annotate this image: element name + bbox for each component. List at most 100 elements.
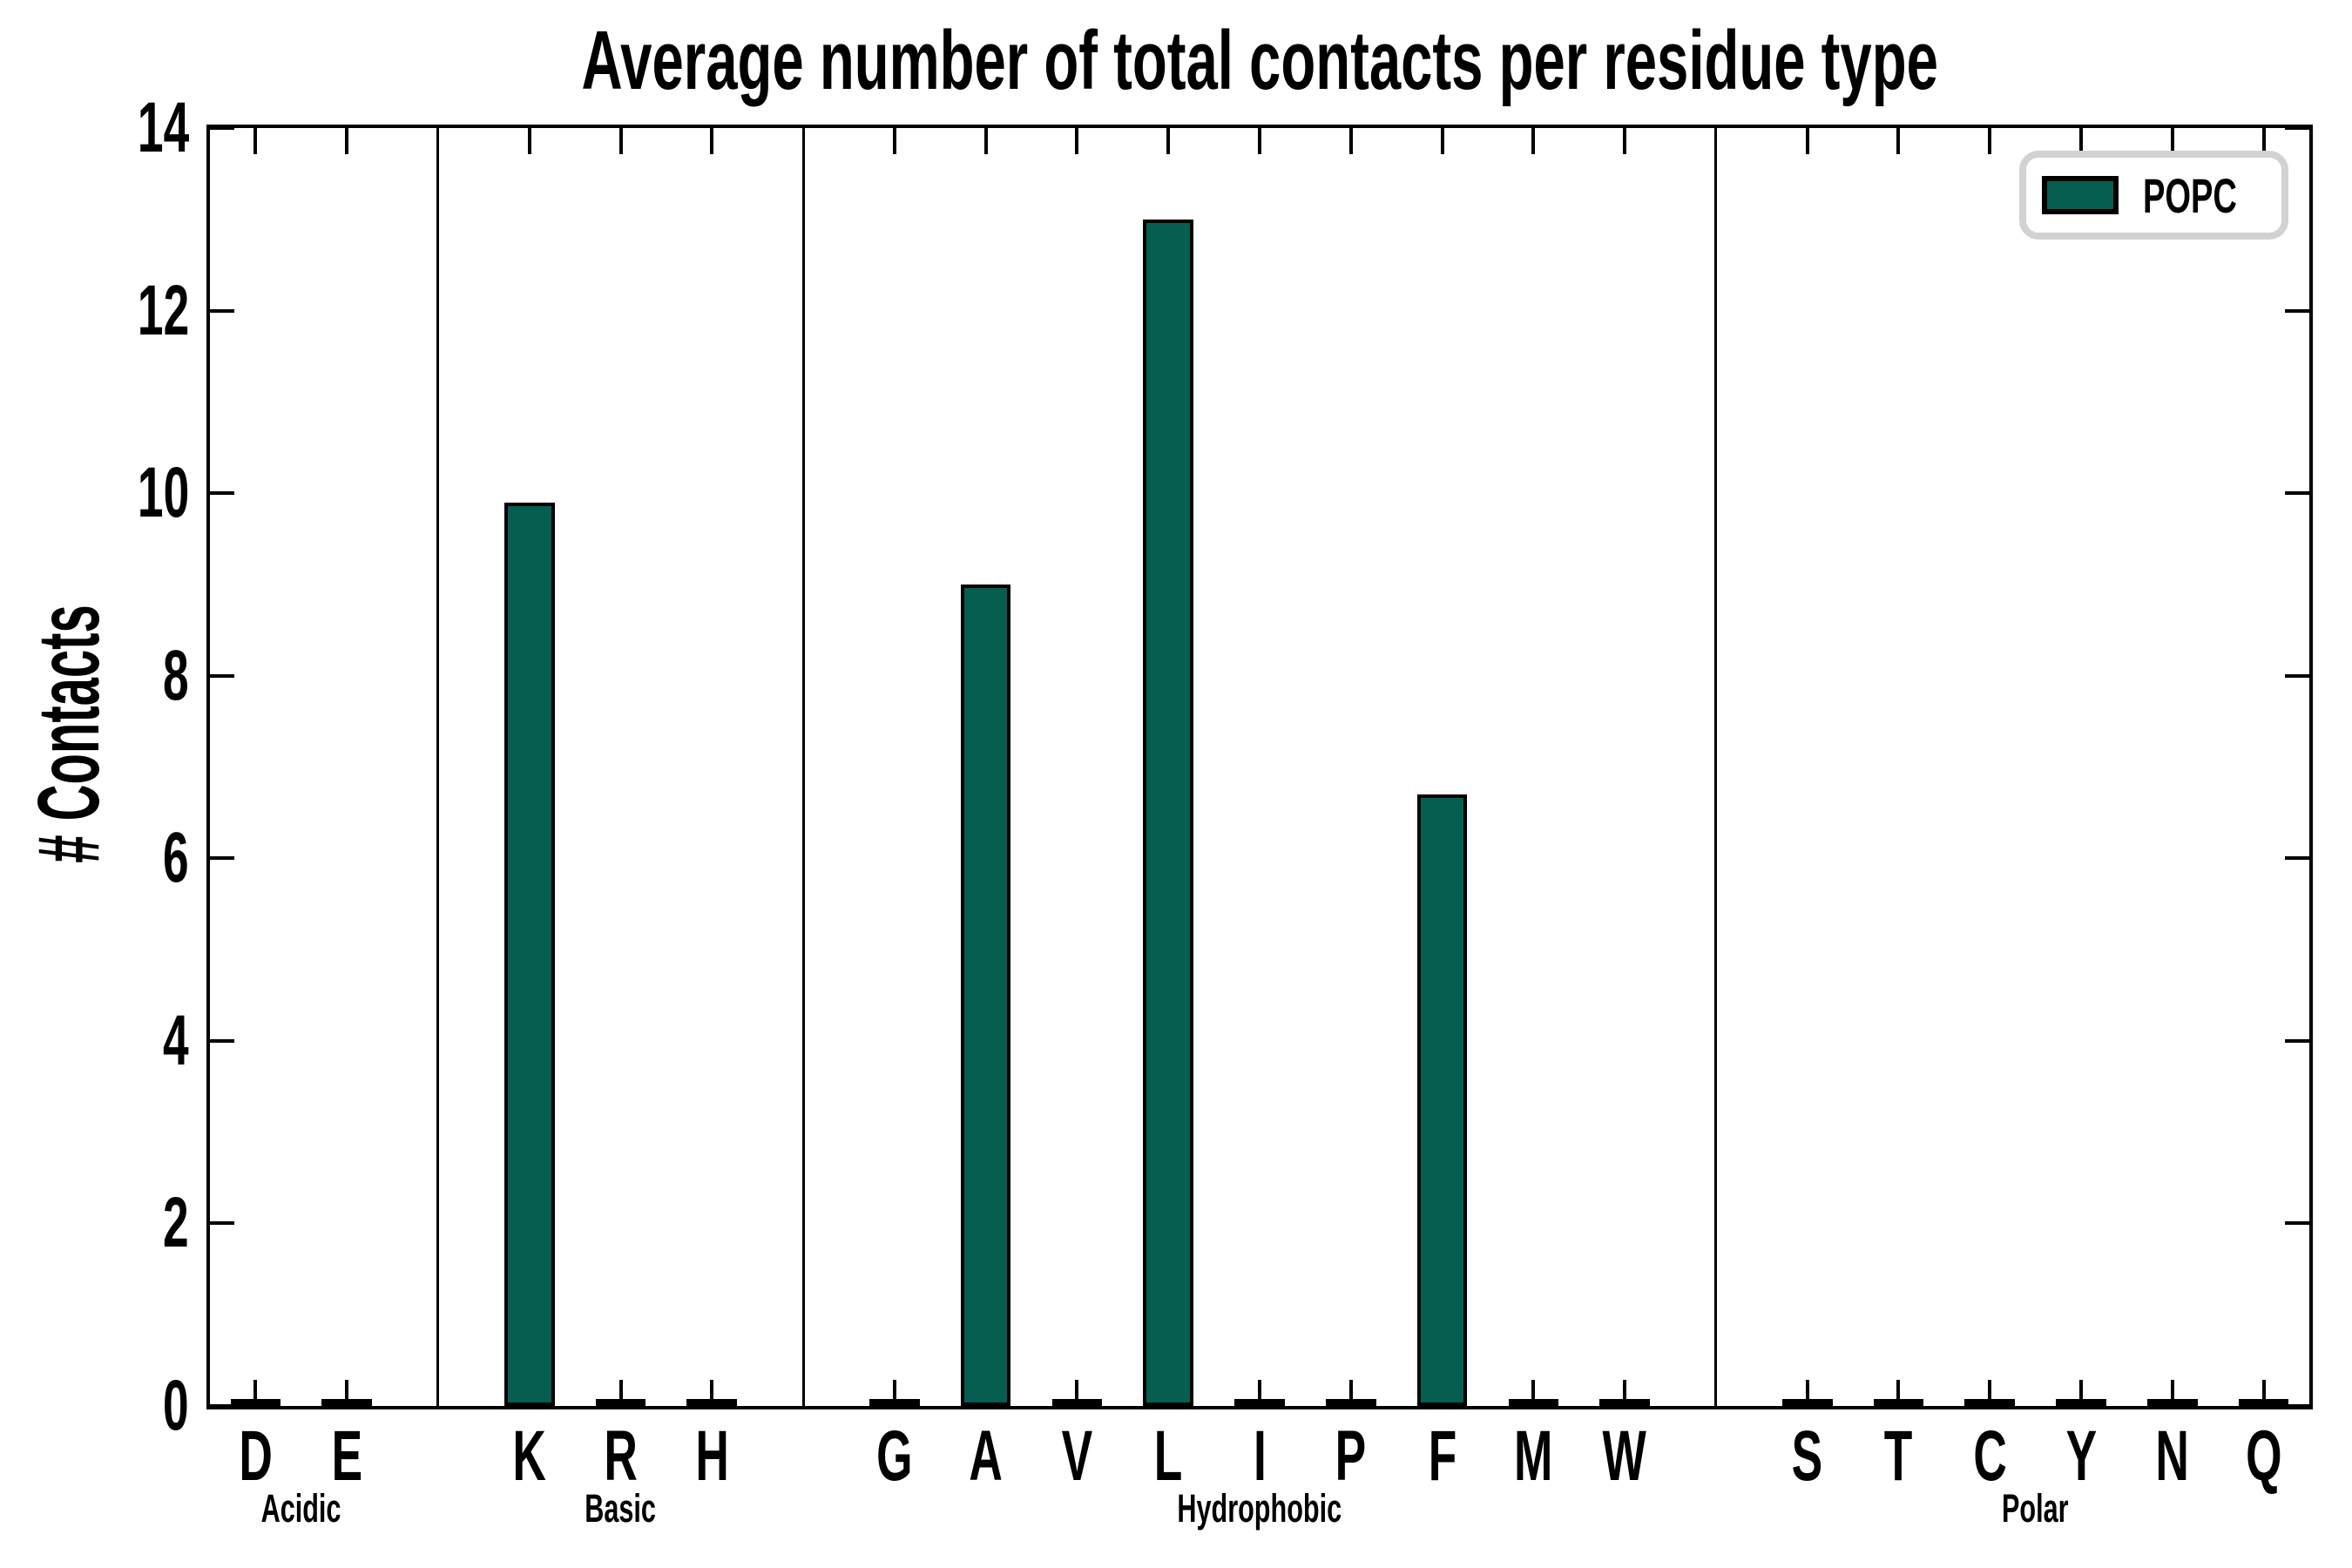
x-tick-label-Y: Y [2020,1416,2142,1496]
x-tick-label-E: E [286,1416,408,1496]
x-tick [618,1380,623,1406]
bar-N [2147,1399,2198,1406]
x-tick [1531,1380,1536,1406]
bar-M [1508,1399,1559,1406]
x-tick-label-text: R [604,1416,638,1496]
y-tick-label-6: 6 [58,822,189,894]
x-tick-label-I: I [1199,1416,1321,1496]
x-tick-label-A: A [925,1416,1047,1496]
group-label-acidic: Acidic [118,1483,484,1535]
bar-E [321,1399,372,1406]
y-tick-label-text: 12 [137,270,189,350]
x-tick-label-V: V [1016,1416,1138,1496]
bar-Q [2238,1399,2289,1406]
x-tick [618,128,623,154]
y-tick-label-14: 14 [58,92,189,164]
x-tick [892,128,896,154]
x-tick-label-W: W [1564,1416,1686,1496]
x-tick [2079,1380,2084,1406]
chart-title: Average number of total contacts per res… [206,12,2313,110]
chart-title-text: Average number of total contacts per res… [581,14,1938,107]
x-tick [1623,128,1627,154]
x-tick [1805,1380,1809,1406]
legend-label: POPC [2143,167,2238,223]
x-tick-label-text: S [1791,1416,1823,1496]
x-tick [1348,128,1353,154]
bar-V [1051,1399,1103,1406]
y-tick-label-text: 14 [137,88,189,167]
bar-I [1234,1399,1285,1406]
y-tick-label-10: 10 [58,457,189,529]
x-tick [2170,1380,2174,1406]
y-tick-label-text: 6 [163,818,189,898]
y-tick [210,1404,234,1408]
bar-R [595,1399,646,1406]
x-tick-label-text: A [969,1416,1003,1496]
x-tick-label-D: D [194,1416,316,1496]
x-tick [2261,1380,2266,1406]
y-tick-label-text: 2 [163,1183,189,1263]
x-tick [1348,1380,1353,1406]
x-tick [1623,1380,1627,1406]
bar-T [1873,1399,1924,1406]
x-tick-label-text: W [1602,1416,1647,1496]
x-tick [253,128,258,154]
y-axis-label: # Contacts [19,472,120,995]
y-tick [210,1038,234,1043]
y-tick-label-4: 4 [58,1000,189,1080]
y-tick-label-text: 10 [137,453,189,533]
y-tick-label-text: 4 [163,1000,189,1080]
x-tick-label-R: R [560,1416,682,1496]
x-tick [1988,1380,1992,1406]
bar-S [1781,1399,1833,1406]
y-tick-label-2: 2 [58,1187,189,1259]
x-tick-label-L: L [1107,1416,1229,1496]
x-tick-label-M: M [1472,1421,1594,1492]
x-tick-label-C: C [1929,1416,2051,1496]
group-label-text: Polar [2002,1486,2069,1531]
x-tick-label-text: E [331,1416,362,1496]
x-tick-label-T: T [1837,1421,1959,1492]
x-tick [1258,1380,1261,1406]
y-tick [2285,1038,2309,1043]
x-tick-label-text: V [1061,1416,1093,1496]
y-tick [2285,673,2309,678]
x-tick-label-S: S [1747,1416,1869,1496]
x-tick [527,128,531,154]
y-tick [210,1221,234,1226]
x-tick-label-text: Y [2065,1416,2097,1496]
x-tick-label-text: I [1253,1416,1267,1496]
y-tick [210,126,234,130]
x-tick-label-G: G [834,1421,956,1492]
x-tick [1075,1380,1079,1406]
y-tick [210,308,234,313]
y-tick [2285,1404,2309,1408]
group-label-text: Basic [585,1486,657,1531]
x-tick-label-text: C [1973,1416,2007,1496]
y-tick-label-0: 0 [58,1370,189,1442]
x-tick-label-text: P [1335,1416,1367,1496]
x-tick [1805,128,1809,154]
x-tick [345,128,349,154]
x-tick-label-Q: Q [2203,1421,2325,1492]
x-tick-label-text: L [1153,1416,1183,1496]
x-tick-label-text: D [239,1416,273,1496]
group-label-polar: Polar [1853,1483,2219,1535]
y-tick-label-8: 8 [58,639,189,712]
bar-H [686,1399,738,1406]
x-tick [710,1380,714,1406]
group-separator [436,128,440,1406]
bar-C [1964,1399,2016,1406]
x-tick-label-P: P [1290,1416,1412,1496]
y-tick [2285,491,2309,496]
x-tick [1988,128,1992,154]
x-tick-label-F: F [1382,1416,1504,1496]
x-tick-label-text: F [1428,1416,1456,1496]
y-tick [2285,308,2309,313]
y-tick-label-text: 0 [163,1366,189,1445]
x-tick [1896,1380,1901,1406]
x-tick [345,1380,349,1406]
legend: POPC [2019,151,2288,240]
bar-A [960,584,1011,1406]
